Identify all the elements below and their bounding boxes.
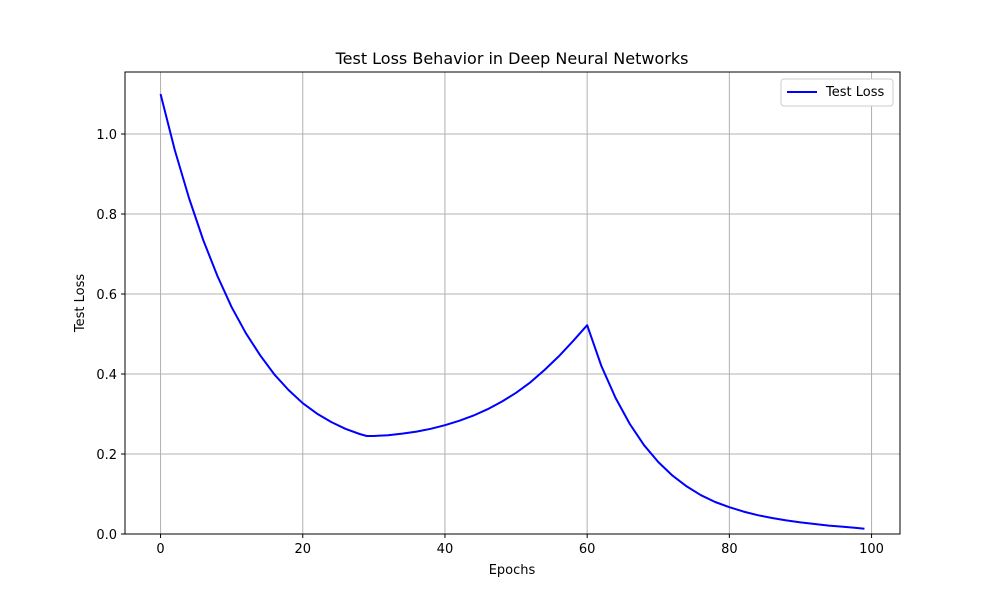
x-tick-label: 20 — [294, 542, 311, 557]
y-tick-label: 0.6 — [96, 288, 117, 303]
y-axis: 0.0 0.2 0.4 0.6 0.8 1.0 — [96, 128, 125, 543]
x-tick-label: 80 — [721, 542, 738, 557]
x-tick-label: 100 — [859, 542, 884, 557]
chart-title: Test Loss Behavior in Deep Neural Networ… — [335, 49, 689, 68]
legend-box — [780, 78, 894, 107]
series-line — [159, 93, 865, 530]
series-layer — [159, 93, 865, 530]
legend-label: Test Loss — [825, 85, 884, 100]
y-tick-label: 0.4 — [96, 368, 117, 383]
y-tick-label: 0.0 — [96, 528, 117, 543]
y-tick-label: 0.2 — [96, 448, 117, 463]
x-tick-label: 60 — [579, 542, 596, 557]
x-tick-label: 0 — [156, 542, 164, 557]
plot-area — [125, 72, 900, 534]
y-axis-title: Test Loss — [73, 274, 88, 333]
x-tick-label: 40 — [437, 542, 454, 557]
x-axis-title: Epochs — [489, 563, 536, 578]
y-tick-label: 1.0 — [96, 128, 117, 143]
x-axis: 0 20 40 60 80 100 — [156, 534, 884, 557]
legend: Test Loss — [780, 78, 894, 107]
plot-frame — [124, 71, 901, 535]
y-tick-label: 0.8 — [96, 208, 117, 223]
